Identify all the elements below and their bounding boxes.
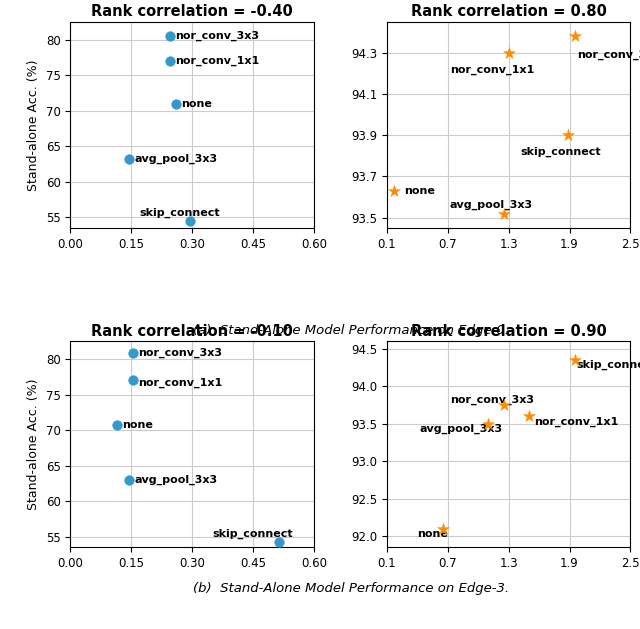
Point [128,348,138,359]
Title: Rank correlation = -0.10: Rank correlation = -0.10 [92,324,293,338]
Text: nor_conv_3x3: nor_conv_3x3 [450,394,534,405]
Point [124,475,134,485]
Point [504,48,514,58]
Point [499,209,509,219]
Point [438,523,448,533]
Text: avg_pool_3x3: avg_pool_3x3 [419,424,502,434]
Point [124,154,134,164]
Text: none: none [404,186,435,196]
Point [499,400,509,410]
Point [524,411,534,421]
Text: nor_conv_3x3: nor_conv_3x3 [139,348,223,359]
Point [112,420,122,430]
Text: nor_conv_1x1: nor_conv_1x1 [534,416,618,426]
Title: Rank correlation = -0.40: Rank correlation = -0.40 [92,4,293,19]
Text: skip_connect: skip_connect [212,528,293,539]
Text: nor_conv_1x1: nor_conv_1x1 [450,64,534,74]
Title: Rank correlation = 0.80: Rank correlation = 0.80 [411,4,607,19]
Point [389,186,399,196]
Y-axis label: Stand-alone Acc. (%): Stand-alone Acc. (%) [28,379,40,510]
Text: none: none [417,529,448,539]
Point [563,130,573,140]
Title: Rank correlation = 0.90: Rank correlation = 0.90 [411,324,607,338]
Point [570,31,580,42]
Text: avg_pool_3x3: avg_pool_3x3 [450,200,533,211]
Text: avg_pool_3x3: avg_pool_3x3 [134,475,218,485]
Point [128,376,138,386]
Text: avg_pool_3x3: avg_pool_3x3 [134,154,218,164]
Text: nor_conv_3x3: nor_conv_3x3 [577,50,640,60]
Point [275,537,285,547]
Point [185,216,195,226]
Y-axis label: Stand-alone Acc. (%): Stand-alone Acc. (%) [28,59,40,191]
Text: skip_connect: skip_connect [521,147,602,157]
Text: skip_connect: skip_connect [577,360,640,370]
Text: nor_conv_1x1: nor_conv_1x1 [175,56,259,66]
Text: (a)  Stand-Alone Model Performance on Edge-0.: (a) Stand-Alone Model Performance on Edg… [193,324,509,337]
Text: nor_conv_3x3: nor_conv_3x3 [175,31,259,42]
Point [570,355,580,365]
Text: nor_conv_1x1: nor_conv_1x1 [139,377,223,387]
Point [483,419,493,429]
Text: none: none [122,420,153,430]
Point [164,31,175,42]
Point [164,56,175,66]
Point [171,99,181,109]
Text: (b)  Stand-Alone Model Performance on Edge-3.: (b) Stand-Alone Model Performance on Edg… [193,582,509,595]
Text: none: none [180,99,212,109]
Text: skip_connect: skip_connect [140,208,220,218]
